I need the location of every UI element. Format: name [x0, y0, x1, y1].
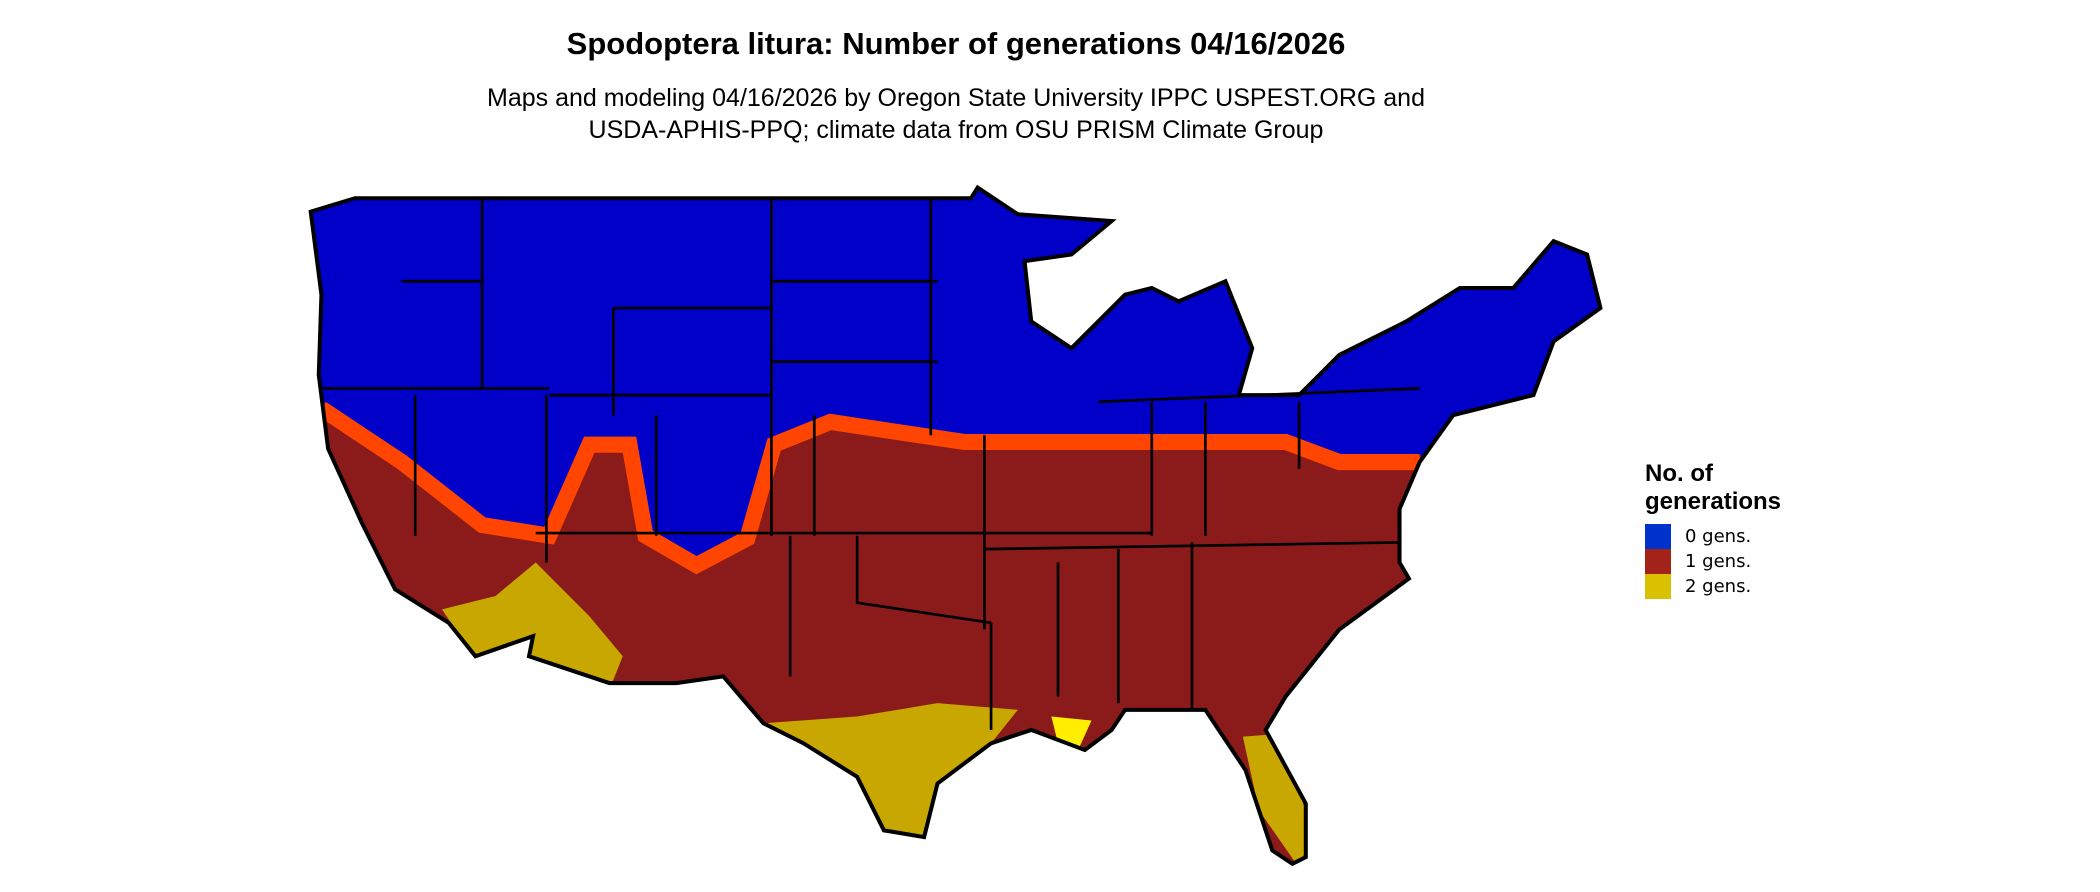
legend-label: 0 gens.: [1685, 526, 1752, 547]
legend-title: No. of generations: [1645, 460, 1781, 516]
legend-item-1-gens: 1 gens.: [1645, 549, 1781, 574]
subtitle-line-1: Maps and modeling 04/16/2026 by Oregon S…: [487, 84, 1425, 112]
legend: No. of generations 0 gens. 1 gens. 2 gen…: [1645, 460, 1781, 599]
legend-swatch: [1645, 574, 1671, 599]
legend-label: 1 gens.: [1685, 551, 1752, 572]
two-gens-florida: [1242, 733, 1313, 864]
legend-label: 2 gens.: [1685, 576, 1752, 597]
legend-item-2-gens: 2 gens.: [1645, 574, 1781, 599]
subtitle-line-2: USDA-APHIS-PPQ; climate data from OSU PR…: [588, 116, 1324, 144]
legend-swatch: [1645, 524, 1671, 549]
map-title: Spodoptera litura: Number of generations…: [566, 26, 1346, 61]
state-borders: [311, 188, 1601, 864]
legend-item-0-gens: 0 gens.: [1645, 524, 1781, 549]
legend-title-line-1: No. of: [1645, 460, 1713, 487]
transition-band: [316, 401, 1420, 575]
legend-swatch: [1645, 549, 1671, 574]
map-subtitle: Maps and modeling 04/16/2026 by Oregon S…: [0, 82, 1912, 146]
two-gens-texas: [763, 703, 1018, 844]
legend-title-line-2: generations: [1645, 488, 1782, 515]
